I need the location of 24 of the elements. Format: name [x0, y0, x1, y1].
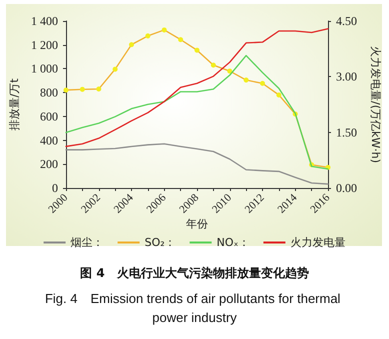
x-axis-title: 年份 [186, 217, 208, 230]
legend-label: SO₂： [144, 236, 176, 249]
y-tick-label: 1 000 [31, 62, 58, 76]
y-tick-label: 200 [40, 157, 58, 172]
y-tick-label: 400 [40, 133, 58, 148]
text: Fig. 4 Emission trends of air pollutants for thermal power industry [44, 291, 344, 325]
y2-tick-label: 0.00 [336, 181, 357, 195]
y-tick-label: 1 200 [31, 38, 58, 52]
y2-tick-label: 3.00 [336, 70, 357, 84]
y2-axis-title: 火力发电量/(万亿kW·h) [369, 46, 382, 164]
line-series [65, 54, 329, 170]
legend-label: 火力发电量 [290, 236, 346, 249]
y2-tick-label: 4.50 [336, 14, 357, 28]
legend-label: NOₓ： [216, 236, 250, 249]
y-tick-label: 800 [40, 86, 58, 100]
y2-tick-label: 1.50 [336, 125, 357, 140]
line-series [65, 143, 329, 185]
legend-label: 烟尘： [70, 236, 104, 249]
y-axis-title: 排放量/万t [8, 78, 21, 131]
text: 图 4 火电行业大气污染物排放量变化趋势 [80, 266, 309, 280]
y-tick-label: 1 400 [31, 14, 58, 28]
y-tick-label: 0 [52, 181, 58, 195]
line-series [65, 28, 329, 148]
y-tick-label: 600 [40, 109, 58, 124]
